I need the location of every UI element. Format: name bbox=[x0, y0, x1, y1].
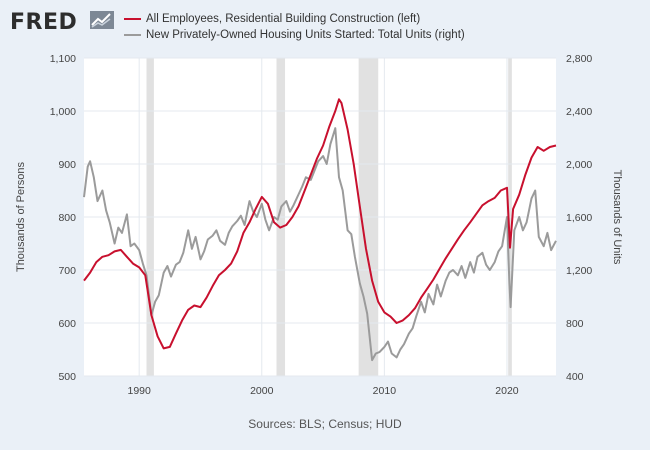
x-tick-label: 2020 bbox=[495, 385, 519, 397]
legend-label-housing-starts: New Privately-Owned Housing Units Starte… bbox=[146, 29, 465, 41]
chart-legend: All Employees, Residential Building Cons… bbox=[124, 11, 465, 43]
chart-source: Sources: BLS; Census; HUD bbox=[248, 417, 402, 431]
legend-item-employees: All Employees, Residential Building Cons… bbox=[124, 11, 465, 27]
y-left-tick-label: 900 bbox=[58, 159, 76, 171]
y-left-tick-label: 1,100 bbox=[50, 53, 76, 65]
dual-axis-line-chart: 500 600 700 800 900 1,000 1,100 400 800 1,200 1,60… bbox=[15, 53, 623, 397]
y-right-axis-title: Thousands of Units bbox=[611, 170, 623, 265]
x-tick-label: 2010 bbox=[373, 385, 397, 397]
y-left-tick-label: 600 bbox=[58, 318, 76, 330]
y-right-tick-label: 400 bbox=[566, 371, 584, 383]
y-right-tick-label: 2,400 bbox=[566, 106, 592, 118]
y-right-tick-label: 800 bbox=[566, 318, 584, 330]
y-right-tick-label: 2,000 bbox=[566, 159, 592, 171]
legend-item-housing-starts: New Privately-Owned Housing Units Starte… bbox=[124, 27, 465, 43]
y-right-tick-label: 1,200 bbox=[566, 265, 592, 277]
legend-label-employees: All Employees, Residential Building Cons… bbox=[146, 13, 421, 25]
legend-swatch-housing-starts bbox=[124, 33, 141, 37]
x-tick-label: 1990 bbox=[127, 385, 151, 397]
legend-swatch-employees bbox=[124, 17, 141, 21]
y-left-tick-label: 700 bbox=[58, 265, 76, 277]
y-left-tick-label: 1,000 bbox=[50, 106, 76, 118]
y-left-tick-label: 500 bbox=[58, 371, 76, 383]
trend-line-icon bbox=[90, 11, 114, 29]
x-tick-label: 2000 bbox=[250, 385, 274, 397]
fred-logo: FRED bbox=[10, 10, 78, 35]
y-right-tick-label: 1,600 bbox=[566, 212, 592, 224]
y-left-axis-title: Thousands of Persons bbox=[15, 161, 27, 272]
series-line-employees bbox=[83, 98, 557, 350]
y-left-tick-label: 800 bbox=[58, 212, 76, 224]
series-line-housing-starts bbox=[83, 127, 557, 362]
y-right-tick-label: 2,800 bbox=[566, 53, 592, 65]
